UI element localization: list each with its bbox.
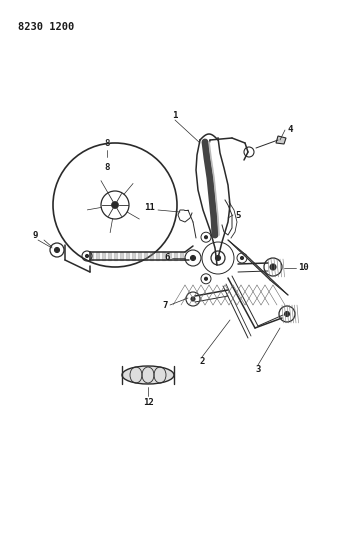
- Polygon shape: [180, 252, 183, 260]
- Text: 12: 12: [142, 398, 153, 407]
- Circle shape: [285, 311, 289, 317]
- Polygon shape: [168, 252, 171, 260]
- Text: 7: 7: [163, 302, 168, 311]
- Text: 8230 1200: 8230 1200: [18, 22, 74, 32]
- Polygon shape: [132, 252, 135, 260]
- Circle shape: [216, 255, 221, 261]
- Text: 9: 9: [32, 230, 38, 239]
- Text: 2: 2: [199, 358, 205, 367]
- Polygon shape: [120, 252, 123, 260]
- Text: 6: 6: [165, 254, 170, 262]
- Polygon shape: [90, 252, 93, 260]
- Circle shape: [112, 201, 119, 208]
- Polygon shape: [96, 252, 99, 260]
- Polygon shape: [108, 252, 111, 260]
- Text: 8: 8: [104, 139, 110, 148]
- Ellipse shape: [122, 366, 174, 384]
- Text: 10: 10: [298, 263, 309, 272]
- Polygon shape: [150, 252, 153, 260]
- Circle shape: [191, 297, 195, 301]
- Polygon shape: [102, 252, 105, 260]
- Text: 11: 11: [144, 204, 155, 213]
- Circle shape: [240, 256, 243, 260]
- Text: 4: 4: [288, 125, 293, 134]
- Circle shape: [204, 236, 207, 239]
- Polygon shape: [126, 252, 129, 260]
- Text: 5: 5: [235, 211, 240, 220]
- Circle shape: [190, 255, 195, 261]
- Polygon shape: [174, 252, 177, 260]
- Text: 3: 3: [255, 366, 261, 375]
- Polygon shape: [276, 136, 286, 144]
- Polygon shape: [156, 252, 159, 260]
- Circle shape: [85, 254, 88, 257]
- Polygon shape: [144, 252, 147, 260]
- Text: 8: 8: [104, 163, 110, 172]
- Circle shape: [54, 247, 59, 253]
- Polygon shape: [114, 252, 117, 260]
- Circle shape: [270, 264, 276, 270]
- Polygon shape: [138, 252, 141, 260]
- Polygon shape: [162, 252, 165, 260]
- Text: 1: 1: [172, 110, 178, 119]
- Circle shape: [204, 277, 207, 280]
